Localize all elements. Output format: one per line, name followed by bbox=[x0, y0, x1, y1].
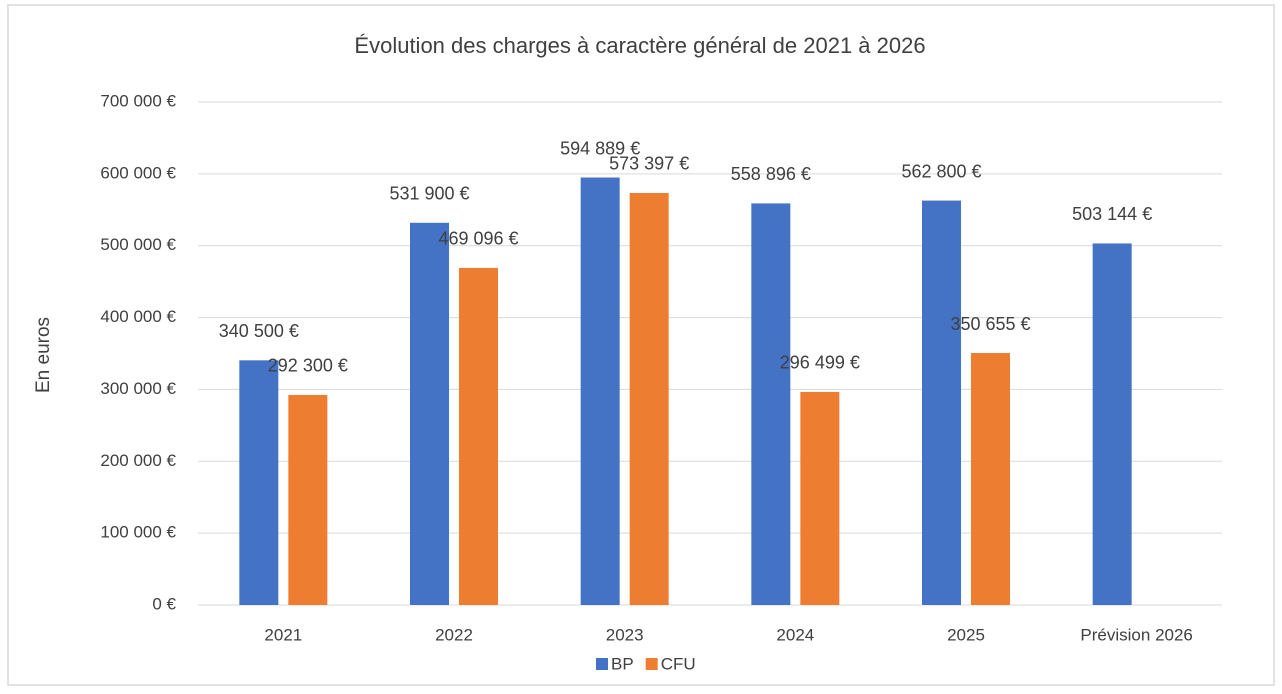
data-label: 558 896 € bbox=[731, 164, 811, 184]
y-tick-label: 100 000 € bbox=[100, 523, 176, 542]
data-label: 340 500 € bbox=[219, 321, 299, 341]
data-label: 594 889 € bbox=[560, 138, 640, 158]
x-tick-label: 2023 bbox=[606, 625, 644, 644]
bar bbox=[922, 200, 961, 605]
y-tick-label: 600 000 € bbox=[100, 163, 176, 182]
bar bbox=[580, 177, 620, 605]
data-label: 296 499 € bbox=[780, 353, 860, 373]
data-label: 573 397 € bbox=[609, 154, 689, 174]
bar bbox=[800, 391, 840, 605]
legend-label: BP bbox=[611, 654, 634, 673]
bar bbox=[1092, 243, 1132, 606]
y-tick-label: 0 € bbox=[152, 594, 176, 613]
data-label: 531 900 € bbox=[389, 184, 469, 204]
x-tick-label: 2021 bbox=[264, 625, 302, 644]
legend-label: CFU bbox=[661, 654, 696, 673]
bar bbox=[459, 267, 498, 605]
bar bbox=[239, 360, 279, 605]
bar bbox=[288, 394, 328, 605]
data-label: 503 144 € bbox=[1072, 204, 1152, 224]
chart-title: Évolution des charges à caractère généra… bbox=[354, 33, 925, 58]
x-tick-label: 2022 bbox=[435, 625, 473, 644]
data-label: 350 655 € bbox=[950, 314, 1030, 334]
data-label: 292 300 € bbox=[268, 356, 348, 376]
data-label: 469 096 € bbox=[438, 229, 518, 249]
y-tick-label: 500 000 € bbox=[100, 235, 176, 254]
y-tick-label: 200 000 € bbox=[100, 451, 176, 470]
legend-swatch bbox=[596, 658, 608, 670]
legend-swatch bbox=[645, 658, 658, 670]
bar bbox=[629, 192, 669, 605]
y-tick-label: 400 000 € bbox=[100, 307, 176, 326]
x-tick-label: Prévision 2026 bbox=[1080, 625, 1192, 644]
data-label: 562 800 € bbox=[901, 161, 981, 181]
x-tick-label: 2025 bbox=[947, 625, 985, 644]
bar bbox=[971, 353, 1010, 605]
bar bbox=[410, 222, 449, 605]
y-axis-label: En euros bbox=[33, 317, 54, 393]
bar bbox=[751, 203, 791, 605]
x-tick-label: 2024 bbox=[776, 625, 814, 644]
y-tick-label: 300 000 € bbox=[100, 379, 176, 398]
y-tick-label: 700 000 € bbox=[100, 91, 176, 110]
